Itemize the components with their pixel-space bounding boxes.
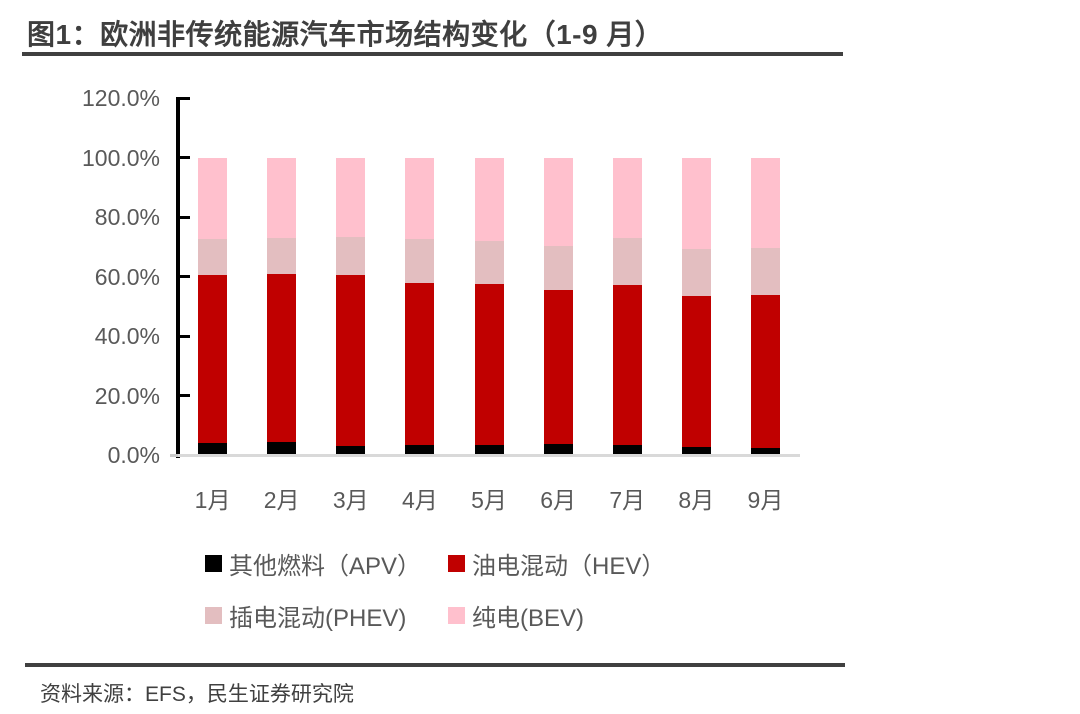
bar-segment [681,248,711,297]
apv-legend-swatch-icon [205,554,222,572]
legend-item-bev: 纯电(BEV) [448,598,584,633]
bar-segment [750,295,780,449]
bar-segment [336,446,366,455]
source-note: 资料来源：EFS，民生证券研究院 [40,683,354,706]
legend-label-hev: 油电混动（HEV） [472,552,666,580]
bar-segment [267,274,297,442]
bar-segment [750,247,780,296]
x-axis-tick-label: 4月 [401,487,438,513]
bar-segment [198,238,228,276]
y-tick-mark [180,96,190,100]
bar-segment [474,445,504,455]
y-tick-mark [180,334,190,338]
bar-segment [543,444,573,455]
legend-label-bev: 纯电(BEV) [472,604,585,632]
bar-segment [267,238,297,275]
bar-segment [198,157,228,239]
y-axis-tick-label: 80.0% [94,204,160,230]
stacked-bar-8月 [681,157,711,455]
stacked-bar-3月 [336,157,366,455]
legend-item-apv: 其他燃料（APV） [205,546,448,581]
footer-divider [25,663,845,667]
x-axis-tick-label: 1月 [194,487,231,513]
x-axis-tick-label: 9月 [747,487,784,513]
bar-segment [267,157,297,239]
bar-segment [681,447,711,455]
y-axis-tick-label: 0.0% [107,442,160,468]
y-tick-mark [180,275,190,278]
bar-segment [405,157,435,239]
x-axis-baseline [178,454,800,457]
y-axis-tick-label: 40.0% [94,323,160,349]
x-axis-tick-label: 6月 [540,487,576,513]
bar-segment [543,157,573,247]
bar-segment [543,246,573,291]
bar-segment [336,157,366,237]
stacked-bar-1月 [198,157,228,455]
x-axis-tick-label: 2月 [263,487,300,513]
y-axis-tick-label: 120.0% [81,85,160,111]
stacked-bar-4月 [405,157,435,455]
bar-segment [612,444,642,455]
bar-segment [336,236,366,276]
stacked-bar-6月 [543,157,573,455]
bar-segment [750,448,780,455]
legend-row-2: 插电混动(PHEV) 纯电(BEV) [205,598,725,633]
y-tick-mark [170,453,180,457]
bar-segment [198,275,228,444]
bar-segment [405,282,435,445]
bar-segment [681,296,711,448]
chart-legend: 其他燃料（APV） 油电混动（HEV） 插电混动(PHEV) 纯电(BEV) [205,548,725,652]
y-axis-tick-label: 60.0% [94,263,160,290]
bev-legend-swatch-icon [448,606,465,624]
stacked-bar-5月 [474,157,504,455]
hev-legend-swatch-icon [448,554,465,572]
phev-legend-swatch-icon [205,606,222,624]
stacked-bar-9月 [750,157,780,455]
bar-segment [612,238,642,286]
x-axis-tick-label: 3月 [332,487,369,513]
legend-row-1: 其他燃料（APV） 油电混动（HEV） [205,546,725,581]
bar-segment [267,441,297,455]
x-axis-tick-label: 8月 [678,487,715,513]
bar-segment [405,444,435,455]
bar-segment [336,275,366,447]
bar-segment [750,157,780,248]
bar-segment [474,241,504,285]
bar-segment [681,157,711,249]
figure-title: 图1：欧洲非传统能源汽车市场结构变化（1-9 月） [27,19,664,50]
bar-segment [474,157,504,242]
y-tick-mark [180,215,190,219]
x-axis-tick-label: 7月 [609,487,646,513]
bar-segment [543,290,573,444]
legend-label-phev: 插电混动(PHEV) [229,604,407,632]
y-tick-mark [180,394,190,397]
x-axis-tick-label: 5月 [471,487,507,513]
y-axis-tick-label: 100.0% [81,144,160,171]
bar-segment [405,238,435,283]
bar-segment [612,285,642,445]
y-axis-line [176,97,180,458]
stacked-bar-2月 [267,157,297,455]
bar-segment [198,443,228,455]
y-tick-mark [180,156,190,159]
legend-label-apv: 其他燃料（APV） [229,552,422,580]
bar-segment [474,284,504,446]
bar-segment [612,157,642,239]
legend-item-phev: 插电混动(PHEV) [205,598,448,633]
y-axis-tick-label: 20.0% [94,382,160,409]
title-underline [22,52,843,56]
legend-item-hev: 油电混动（HEV） [448,546,665,581]
stacked-bar-7月 [612,157,642,455]
